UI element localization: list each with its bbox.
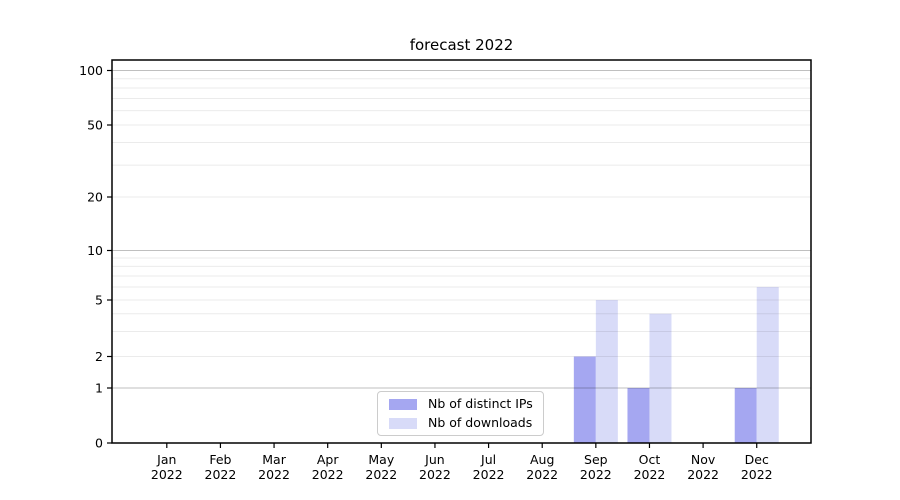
y-tick-label: 2 xyxy=(95,349,103,364)
y-tick-label: 0 xyxy=(95,436,103,451)
y-tick-label: 10 xyxy=(87,243,103,258)
x-tick-label: Mar 2022 xyxy=(258,452,290,482)
x-tick-label: Aug 2022 xyxy=(526,452,558,482)
legend-swatch-distinct-ips xyxy=(389,398,417,410)
x-tick-label: Jul 2022 xyxy=(473,452,505,482)
x-tick-label: Feb 2022 xyxy=(205,452,237,482)
x-tick-label: Sep 2022 xyxy=(580,452,612,482)
legend-label-downloads: Nb of downloads xyxy=(428,415,533,430)
y-tick-label: 5 xyxy=(95,293,103,308)
x-tick-label: Jan 2022 xyxy=(151,452,183,482)
y-tick-label: 100 xyxy=(79,63,103,78)
bar-dec-distinct-ips xyxy=(734,388,757,443)
bar-oct-downloads xyxy=(649,313,672,443)
legend-label-distinct-ips: Nb of distinct IPs xyxy=(428,396,533,411)
legend-entry-downloads: Nb of downloads xyxy=(389,416,535,430)
x-tick-label: Nov 2022 xyxy=(687,452,719,482)
x-tick-label: Apr 2022 xyxy=(312,452,344,482)
x-tick-label: May 2022 xyxy=(365,452,397,482)
bar-sep-downloads xyxy=(595,300,618,443)
y-tick-label: 20 xyxy=(87,190,103,205)
chart-title: forecast 2022 xyxy=(409,36,514,54)
bar-dec-downloads xyxy=(756,286,779,443)
legend-entry-distinct-ips: Nb of distinct IPs xyxy=(389,397,535,411)
x-tick-label: Jun 2022 xyxy=(419,452,451,482)
legend: Nb of distinct IPs Nb of downloads xyxy=(377,391,544,436)
plot-area-border xyxy=(111,59,812,444)
y-tick-label: 1 xyxy=(95,381,103,396)
y-tick-label: 50 xyxy=(87,118,103,133)
legend-swatch-downloads xyxy=(389,417,417,429)
x-tick-label: Dec 2022 xyxy=(741,452,773,482)
bar-oct-distinct-ips xyxy=(627,388,650,443)
x-tick-label: Oct 2022 xyxy=(634,452,666,482)
bar-sep-distinct-ips xyxy=(573,356,596,443)
